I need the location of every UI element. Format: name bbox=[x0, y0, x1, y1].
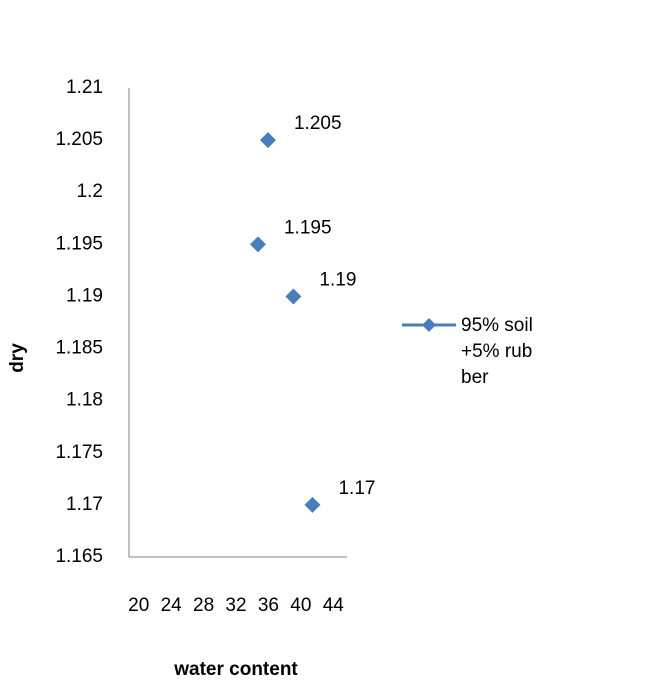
marker bbox=[249, 236, 266, 253]
data-label: 1.195 bbox=[284, 217, 332, 238]
data-label: 1.19 bbox=[319, 269, 356, 290]
y-tick-label: 1.165 bbox=[55, 546, 103, 567]
x-tick-label: 32 bbox=[225, 595, 247, 616]
marker bbox=[285, 288, 302, 305]
y-axis-label: dry bbox=[7, 343, 28, 373]
x-tick-label: 44 bbox=[322, 595, 344, 616]
y-tick-label: 1.17 bbox=[66, 494, 103, 515]
legend-label: 95% soil+5% rubber bbox=[461, 315, 533, 388]
y-tick-label: 1.185 bbox=[55, 338, 103, 359]
x-tick-label: 28 bbox=[193, 595, 215, 616]
data-label: 1.205 bbox=[294, 113, 342, 134]
x-tick-label: 24 bbox=[160, 595, 182, 616]
x-tick-label: 40 bbox=[290, 595, 312, 616]
y-tick-label: 1.2 bbox=[77, 181, 103, 202]
x-tick-label: 20 bbox=[128, 595, 150, 616]
legend-marker bbox=[422, 318, 436, 332]
x-tick-labels: 20 24 28 32 36 40 44 bbox=[120, 592, 352, 619]
y-tick-label: 1.21 bbox=[66, 77, 103, 98]
marker bbox=[304, 496, 321, 513]
x-tick-label: 36 bbox=[257, 595, 279, 616]
y-tick-label: 1.195 bbox=[55, 233, 103, 254]
y-tick-label: 1.19 bbox=[66, 285, 103, 306]
data-label: 1.17 bbox=[338, 478, 375, 499]
marker bbox=[259, 132, 276, 149]
y-tick-label: 1.205 bbox=[55, 129, 103, 150]
x-axis-label: water content bbox=[173, 659, 298, 680]
y-tick-label: 1.18 bbox=[66, 390, 103, 411]
y-tick-label: 1.175 bbox=[55, 442, 103, 463]
